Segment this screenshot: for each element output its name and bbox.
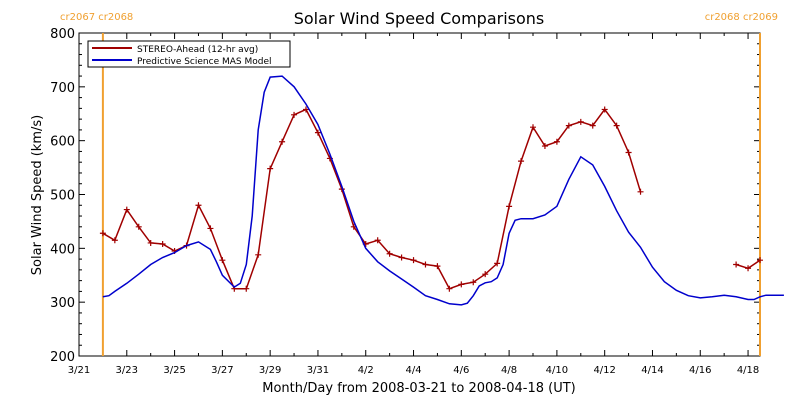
data-point [745, 265, 752, 272]
y-tick-label: 700 [50, 81, 75, 96]
data-point [613, 122, 620, 129]
data-point [111, 237, 118, 244]
legend-label: Predictive Science MAS Model [137, 57, 272, 67]
data-point [135, 223, 142, 230]
data-point [601, 106, 608, 113]
data-point [291, 111, 298, 118]
y-tick-label: 300 [50, 296, 75, 311]
data-point [195, 202, 202, 209]
data-point [279, 138, 286, 145]
data-point [386, 250, 393, 257]
series-1 [102, 75, 784, 306]
x-tick-label: 4/10 [546, 365, 568, 376]
data-point [589, 122, 596, 129]
data-point [267, 165, 274, 172]
data-point [147, 239, 154, 246]
y-axis-label: Solar Wind Speed (km/s) [30, 115, 45, 275]
plot-frame [78, 32, 761, 357]
data-point [518, 158, 525, 165]
legend: STEREO-Ahead (12-hr avg) Predictive Scien… [87, 40, 291, 68]
data-point [506, 203, 513, 210]
data-point [530, 124, 536, 131]
data-point [733, 261, 740, 268]
y-tick-label: 500 [50, 189, 75, 204]
data-point [207, 225, 214, 232]
series-line [102, 75, 784, 306]
chart-title: Solar Wind Speed Comparisons [294, 9, 545, 28]
y-tick-label: 200 [50, 350, 75, 365]
data-point [303, 106, 309, 113]
data-point [470, 279, 477, 286]
x-tick-label: 4/2 [358, 365, 374, 376]
data-point [541, 143, 548, 150]
data-point [123, 206, 130, 213]
data-point [577, 118, 584, 125]
x-tick-label: 3/29 [259, 365, 281, 376]
x-tick-label: 3/23 [116, 365, 138, 376]
data-point [434, 263, 441, 270]
data-point [565, 122, 572, 129]
data-point [255, 251, 262, 258]
series-line [102, 108, 642, 290]
x-axis-label: Month/Day from 2008-03-21 to 2008-04-18 … [262, 381, 575, 396]
data-point [422, 261, 429, 268]
x-tick-label: 4/16 [689, 365, 711, 376]
data-point [243, 285, 250, 292]
data-point [410, 257, 417, 264]
x-tick-label: 4/12 [593, 365, 615, 376]
x-tick-label: 3/31 [307, 365, 329, 376]
carrington-marker-label: cr2067 cr2068 [60, 12, 133, 23]
series-0 [99, 106, 763, 292]
data-point [219, 257, 226, 264]
data-point [553, 138, 560, 145]
x-tick-label: 3/27 [211, 365, 233, 376]
carrington-marker-label: cr2068 cr2069 [705, 12, 778, 23]
data-point [494, 260, 501, 267]
x-tick-label: 4/18 [737, 365, 759, 376]
x-tick-label: 3/21 [68, 365, 90, 376]
x-tick-label: 4/4 [405, 365, 421, 376]
data-point [458, 281, 465, 288]
legend-label: STEREO-Ahead (12-hr avg) [137, 45, 258, 55]
data-point [314, 129, 321, 136]
y-tick-label: 600 [50, 135, 75, 150]
x-tick-label: 4/6 [453, 365, 469, 376]
data-point [637, 188, 644, 195]
data-point [482, 271, 489, 278]
data-point [99, 230, 106, 237]
data-point [625, 149, 632, 156]
legend-box [87, 40, 291, 68]
data-point [374, 237, 381, 244]
y-tick-label: 800 [50, 27, 75, 42]
data-point [446, 285, 453, 292]
data-point [159, 241, 166, 248]
x-tick-label: 4/8 [501, 365, 517, 376]
x-tick-label: 3/25 [163, 365, 185, 376]
y-tick-label: 400 [50, 242, 75, 257]
data-point [757, 257, 763, 264]
x-tick-label: 4/14 [641, 365, 663, 376]
data-point [398, 254, 405, 261]
